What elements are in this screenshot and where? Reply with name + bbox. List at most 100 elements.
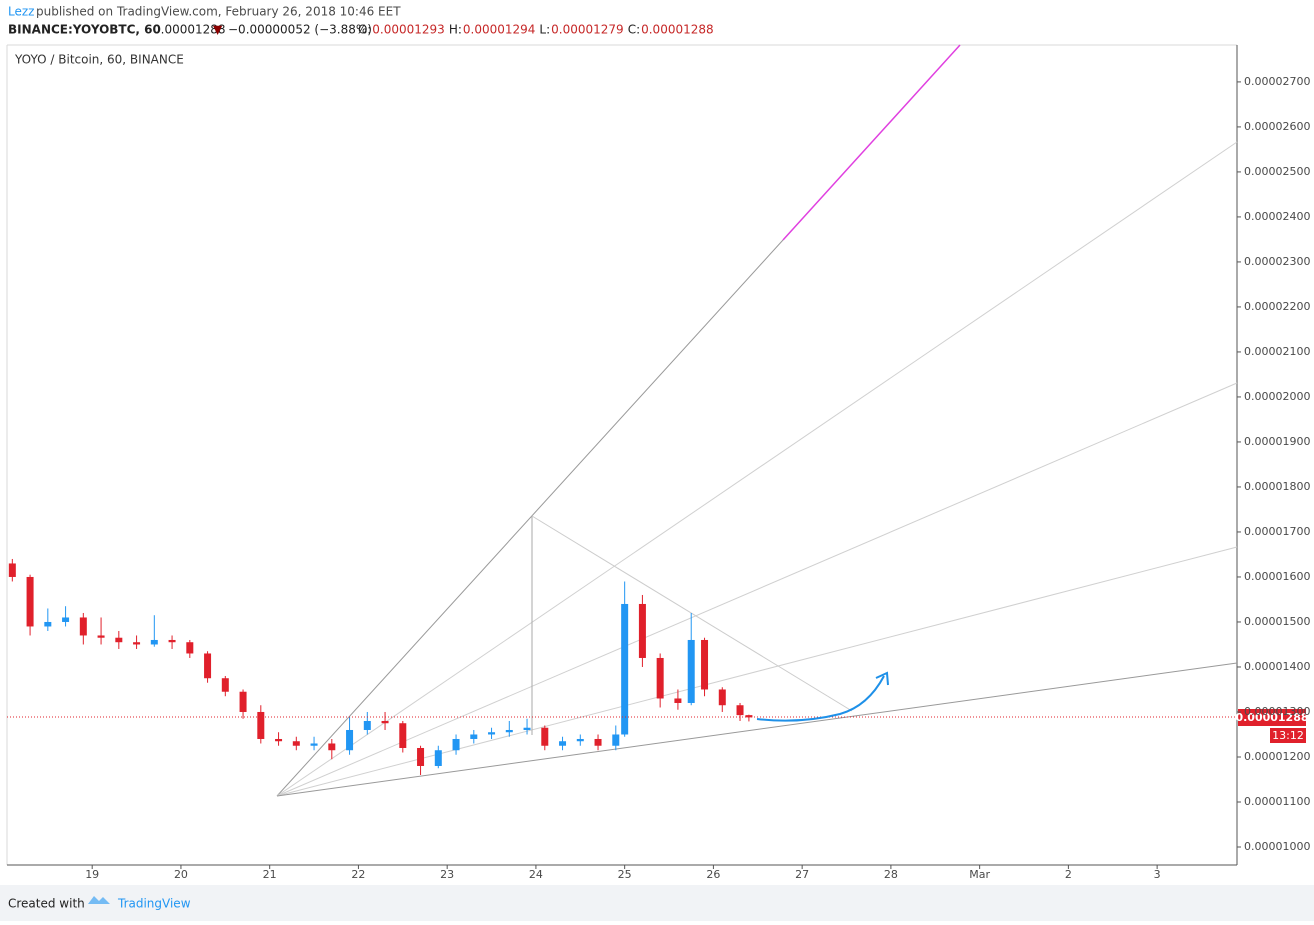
candle-body — [150, 639, 158, 645]
candle-body — [452, 738, 460, 751]
fan-line — [276, 141, 1238, 797]
candle-body — [115, 637, 123, 643]
candle-body — [257, 711, 265, 739]
change-arrow: ▼ — [213, 23, 223, 37]
candle-body — [505, 729, 513, 733]
fan-line — [276, 662, 1238, 797]
ohlc-label: H: — [449, 23, 462, 37]
candle-body — [26, 576, 34, 627]
x-tick-label: 2 — [1065, 868, 1072, 881]
y-tick-label: 0.00001800 — [1244, 480, 1310, 493]
logo — [88, 896, 110, 904]
ohlc-value: 0.00001294 — [463, 23, 536, 37]
candle-body — [736, 705, 744, 716]
x-tick-label: 27 — [795, 868, 809, 881]
ohlc-value: 0.00001279 — [551, 23, 624, 37]
candle-body — [594, 738, 602, 746]
arrow-head — [875, 671, 889, 686]
candle-body — [44, 621, 52, 627]
ohlc-label: C: — [628, 23, 640, 37]
candle-body — [612, 734, 620, 746]
change: −0.00000052 (−3.88%) — [228, 23, 372, 37]
y-tick-label: 0.00002300 — [1244, 255, 1310, 268]
ohlc: O: 0.00001293 H: 0.00001294 L: 0.00001279 C: 0.… — [358, 23, 714, 37]
symbol: BINANCE:YOYOBTC, 60 — [8, 23, 161, 37]
candle-body — [275, 738, 283, 742]
candle-body — [363, 720, 371, 730]
ohlc-label: O: — [358, 23, 371, 37]
y-tick-label: 0.00002200 — [1244, 300, 1310, 313]
candle-body — [79, 617, 87, 636]
ohlc-label: L: — [539, 23, 550, 37]
brand[interactable]: TradingView — [117, 897, 191, 911]
candles — [8, 558, 753, 775]
y-tick-label: 0.00001400 — [1244, 660, 1310, 673]
candle-body — [186, 642, 194, 654]
candle-body — [310, 743, 318, 746]
candle-body — [346, 729, 354, 751]
candle-body — [292, 741, 300, 746]
y-tick-label: 0.00001200 — [1244, 750, 1310, 763]
candle-body — [328, 743, 336, 751]
candle-body — [488, 732, 496, 735]
candle-body — [434, 750, 442, 766]
x-tick-label: 3 — [1154, 868, 1161, 881]
price-tag — [1238, 709, 1306, 726]
x-tick-label: Mar — [969, 868, 990, 881]
candle-body — [701, 639, 709, 690]
candle-body — [718, 689, 726, 706]
candle-body — [204, 653, 212, 679]
candle-body — [8, 563, 16, 577]
x-tick-label: 21 — [263, 868, 277, 881]
price-tag-label: 0.00001288 — [1235, 711, 1308, 724]
x-tick-label: 23 — [440, 868, 454, 881]
chart-title: YOYO / Bitcoin, 60, BINANCE — [14, 53, 184, 67]
y-tick-label: 0.00002700 — [1244, 75, 1310, 88]
published: published on TradingView.com, February 2… — [36, 5, 401, 19]
x-tick-label: 25 — [618, 868, 632, 881]
y-tick-label: 0.00001000 — [1244, 840, 1310, 853]
y-tick-label: 0.00002600 — [1244, 120, 1310, 133]
fan-line-highlight — [782, 44, 961, 241]
candle-body — [239, 691, 247, 712]
fan-line — [276, 239, 784, 797]
candle-body — [687, 639, 695, 703]
candle-body — [399, 723, 407, 748]
x-tick-label: 26 — [706, 868, 720, 881]
footer-bar — [0, 885, 1314, 921]
last-price: 0.00001288 — [153, 23, 226, 37]
ohlc-value: 0.00001288 — [641, 23, 714, 37]
fan-line — [276, 382, 1238, 797]
candle-body — [97, 635, 105, 638]
y-tick-label: 0.00001700 — [1244, 525, 1310, 538]
y-tick-label: 0.00002100 — [1244, 345, 1310, 358]
ohlc-value: 0.00001293 — [372, 23, 445, 37]
x-tick-label: 19 — [85, 868, 99, 881]
gann-fan — [276, 44, 1238, 797]
candle-body — [417, 747, 425, 766]
candle-body — [638, 603, 646, 658]
y-tick-label: 0.00002500 — [1244, 165, 1310, 178]
author[interactable]: Lezz — [8, 5, 34, 19]
candle-body — [541, 727, 549, 746]
projection-arrow — [756, 675, 885, 722]
countdown-tag — [1270, 728, 1306, 743]
candle-body — [221, 678, 229, 692]
candle-body — [523, 727, 531, 730]
candle-body — [621, 603, 629, 735]
x-tick-label: 24 — [529, 868, 543, 881]
candle-body — [745, 715, 753, 718]
candle-body — [470, 734, 478, 739]
x-tick-label: 28 — [884, 868, 898, 881]
candle-body — [168, 639, 176, 643]
candle-body — [381, 720, 389, 724]
candle-body — [656, 657, 664, 699]
trend-line — [531, 515, 853, 712]
candle-body — [559, 741, 567, 746]
x-tick-label: 22 — [351, 868, 365, 881]
x-tick-label: 20 — [174, 868, 188, 881]
candle-body — [576, 738, 584, 742]
y-tick-label: 0.00001900 — [1244, 435, 1310, 448]
countdown-label: 13:12 — [1272, 729, 1304, 742]
